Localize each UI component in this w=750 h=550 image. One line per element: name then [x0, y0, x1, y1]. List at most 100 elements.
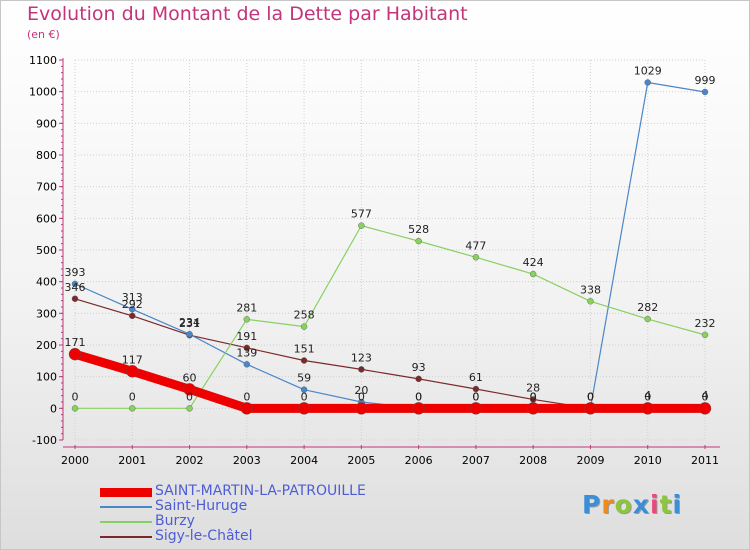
data-label: 61 [469, 371, 483, 384]
data-label: 4 [644, 389, 651, 402]
logo-letter: i [672, 490, 683, 519]
data-point [469, 402, 483, 415]
y-tick-label: 700 [36, 181, 57, 194]
data-point [129, 306, 136, 313]
data-point [240, 402, 254, 415]
data-label: 282 [637, 301, 658, 314]
data-label: 477 [465, 239, 486, 252]
data-label: 0 [702, 390, 709, 403]
legend-swatch-saint-martin [100, 488, 152, 497]
data-label: 999 [695, 74, 716, 87]
logo-letter: r [601, 490, 615, 519]
data-label: 93 [412, 361, 426, 374]
series-line-1 [74, 81, 706, 409]
data-point [698, 402, 712, 415]
data-label: 20 [354, 384, 368, 397]
data-label: 123 [351, 351, 372, 364]
logo-letter: P [582, 490, 602, 519]
data-label: 346 [65, 281, 86, 294]
x-tick-label: 2000 [61, 454, 89, 467]
proxiti-logo: Proxiti [582, 490, 682, 519]
data-label: 0 [415, 390, 422, 403]
data-point [415, 375, 422, 383]
series-line-0 [73, 349, 705, 413]
data-point [243, 361, 251, 368]
data-label: 60 [183, 371, 197, 384]
logo-letter: i [650, 490, 660, 519]
data-point [358, 222, 365, 229]
data-point [529, 270, 537, 278]
data-label: 0 [301, 390, 308, 403]
x-tick-label: 2011 [691, 454, 719, 467]
data-label: 0 [644, 390, 651, 403]
data-point [300, 386, 308, 393]
data-label: 577 [351, 208, 372, 221]
data-label: 424 [523, 256, 544, 269]
data-label: 139 [236, 346, 257, 359]
data-label: 232 [695, 317, 716, 330]
unit-label: (en €) [27, 28, 60, 41]
data-point [472, 254, 480, 261]
x-tick-label: 2007 [462, 454, 490, 467]
x-tick-label: 2004 [290, 454, 318, 467]
data-label: 234 [179, 316, 200, 329]
y-tick-label: 800 [36, 149, 57, 162]
data-point [701, 88, 709, 96]
legend-swatch-burzy [100, 521, 152, 523]
data-label: 28 [526, 381, 540, 394]
x-tick-label: 2010 [634, 454, 662, 467]
data-label: 1029 [634, 64, 662, 77]
data-label: 0 [587, 390, 594, 403]
data-point [126, 365, 139, 378]
series-line-3 [74, 298, 705, 409]
y-tick-label: 1100 [29, 54, 57, 67]
legend-label-burzy: Burzy [155, 513, 195, 529]
data-point [129, 312, 136, 320]
data-point [701, 331, 709, 339]
y-tick-label: 900 [36, 117, 57, 130]
data-label: 231 [179, 317, 200, 330]
logo-letter: x [632, 490, 650, 519]
data-label: 338 [580, 283, 601, 296]
data-label: 171 [65, 336, 86, 349]
data-point [358, 366, 365, 373]
y-tick-label: -100 [32, 434, 57, 447]
legend-label-saint-huruge: Saint-Huruge [155, 498, 248, 514]
legend-swatch-sigy [100, 536, 152, 538]
data-point [71, 280, 79, 288]
chart-title: Evolution du Montant de la Dette par Hab… [27, 3, 468, 25]
data-label: 528 [408, 223, 429, 236]
x-tick-label: 2009 [576, 454, 604, 467]
data-point [641, 402, 654, 415]
y-tick-label: 100 [36, 371, 57, 384]
data-label: 0 [358, 390, 365, 403]
data-point [412, 402, 425, 415]
data-point [587, 298, 594, 305]
data-label: 117 [122, 353, 143, 366]
data-point [68, 347, 82, 361]
data-point [355, 402, 368, 415]
y-tick-label: 400 [36, 276, 57, 289]
x-tick-label: 2003 [233, 454, 261, 467]
data-label: 0 [472, 390, 479, 403]
data-point [300, 357, 308, 364]
data-label: 0 [587, 390, 594, 403]
series-line-2 [75, 225, 706, 409]
data-point [644, 79, 651, 86]
data-label: 191 [236, 330, 257, 343]
data-label: 258 [294, 309, 315, 322]
legend-label-sigy: Sigy-le-Châtel [155, 528, 253, 544]
data-point [71, 295, 79, 302]
data-point [526, 402, 540, 415]
data-point [644, 315, 651, 323]
data-point [297, 402, 311, 415]
legend-swatch-saint-huruge [100, 506, 152, 508]
data-point [183, 383, 196, 396]
y-tick-label: 1000 [29, 86, 57, 99]
data-label: 0 [129, 390, 136, 403]
y-tick-label: 600 [36, 212, 57, 225]
data-point [584, 402, 597, 415]
data-label: 0 [530, 390, 537, 403]
data-label: 0 [472, 390, 479, 403]
